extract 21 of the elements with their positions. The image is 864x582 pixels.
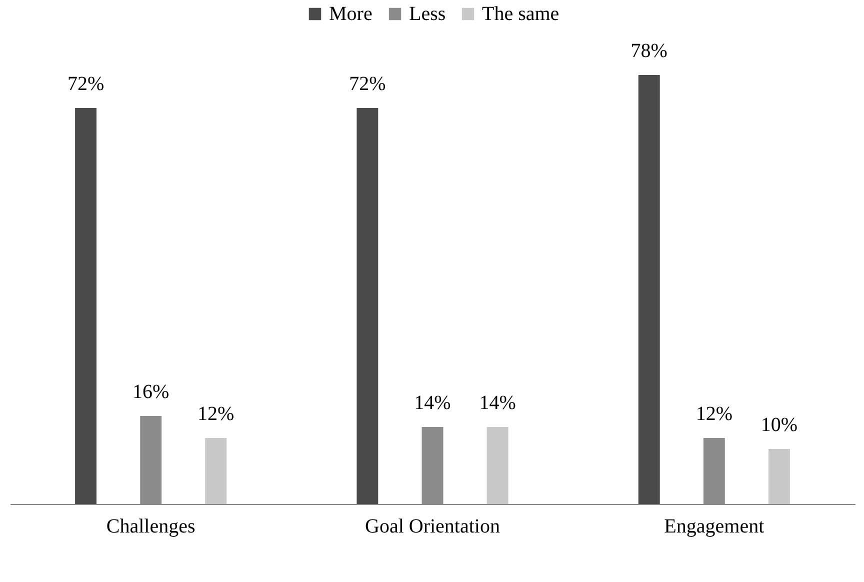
x-tick-label: Engagement bbox=[664, 516, 765, 538]
data-label: 72% bbox=[67, 73, 104, 95]
bar bbox=[638, 75, 660, 504]
bar bbox=[356, 108, 378, 504]
data-label: 10% bbox=[760, 414, 798, 436]
data-label: 12% bbox=[696, 403, 733, 425]
data-label: 14% bbox=[414, 392, 451, 414]
x-tick-label: Challenges bbox=[106, 516, 196, 538]
x-tick-label: Goal Orientation bbox=[365, 516, 500, 538]
data-label: 12% bbox=[198, 403, 234, 425]
data-label: 16% bbox=[132, 381, 170, 403]
legend-label: The same bbox=[482, 3, 560, 25]
bar bbox=[768, 449, 790, 504]
data-label: 14% bbox=[479, 392, 516, 414]
bar bbox=[486, 427, 508, 504]
legend-label: More bbox=[329, 3, 372, 25]
bar bbox=[205, 438, 227, 504]
bar bbox=[75, 108, 97, 504]
legend-label: Less bbox=[409, 3, 446, 25]
data-label: 72% bbox=[349, 73, 386, 95]
data-label: 78% bbox=[630, 40, 668, 62]
